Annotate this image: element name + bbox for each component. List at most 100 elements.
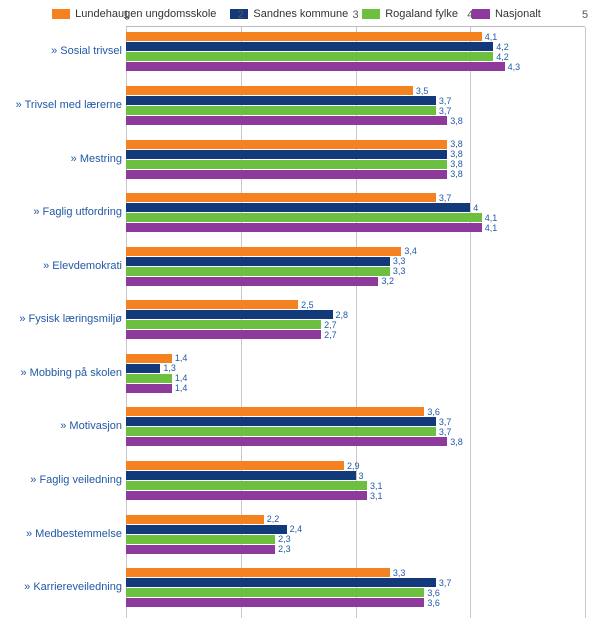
bar-row: 1,3 bbox=[126, 364, 585, 373]
legend-swatch bbox=[230, 9, 248, 19]
bar: 3,7 bbox=[126, 106, 436, 115]
bar: 4,1 bbox=[126, 223, 482, 232]
bar: 3,5 bbox=[126, 86, 413, 95]
bar: 2,7 bbox=[126, 330, 321, 339]
category-label[interactable]: Mestring bbox=[71, 153, 122, 165]
category-label[interactable]: Motivasjon bbox=[60, 420, 122, 432]
bar: 3,7 bbox=[126, 193, 436, 202]
bar: 2,9 bbox=[126, 461, 344, 470]
bar-value-label: 4,3 bbox=[508, 62, 521, 72]
bar-row: 3,8 bbox=[126, 150, 585, 159]
bar-value-label: 2,7 bbox=[324, 330, 337, 340]
bar: 4,1 bbox=[126, 213, 482, 222]
bar-value-label: 4,1 bbox=[485, 32, 498, 42]
bar-row: 4,2 bbox=[126, 42, 585, 51]
bar-row: 3,5 bbox=[126, 86, 585, 95]
bar-value-label: 3,8 bbox=[450, 159, 463, 169]
bar: 2,3 bbox=[126, 545, 275, 554]
bar-row: 3,1 bbox=[126, 491, 585, 500]
bar-value-label: 2,7 bbox=[324, 320, 337, 330]
bar-row: 4,2 bbox=[126, 52, 585, 61]
bar-value-label: 3,3 bbox=[393, 568, 406, 578]
category-label[interactable]: Faglig utfordring bbox=[33, 206, 122, 218]
bar-row: 2,7 bbox=[126, 320, 585, 329]
category-label[interactable]: Fysisk læringsmiljø bbox=[19, 313, 122, 325]
bar: 3,3 bbox=[126, 257, 390, 266]
bar-value-label: 3,6 bbox=[427, 407, 440, 417]
bar: 3,8 bbox=[126, 160, 447, 169]
category-label[interactable]: Mobbing på skolen bbox=[20, 367, 122, 379]
bar-row: 3,7 bbox=[126, 427, 585, 436]
bar-row: 3,7 bbox=[126, 193, 585, 202]
bar-row: 3,7 bbox=[126, 417, 585, 426]
bar-row: 3 bbox=[126, 471, 585, 480]
bar: 4,1 bbox=[126, 32, 482, 41]
bar-row: 3,6 bbox=[126, 588, 585, 597]
bar-group: 2,52,82,72,7 bbox=[126, 300, 585, 340]
bar: 1,4 bbox=[126, 374, 172, 383]
bar: 3,7 bbox=[126, 96, 436, 105]
bar: 3,1 bbox=[126, 481, 367, 490]
bar-row: 3,7 bbox=[126, 96, 585, 105]
bar-value-label: 3,7 bbox=[439, 578, 452, 588]
bar: 3,7 bbox=[126, 417, 436, 426]
legend-label: Lundehaugen ungdomsskole bbox=[75, 8, 216, 20]
bar-row: 1,4 bbox=[126, 374, 585, 383]
bar: 3,8 bbox=[126, 116, 447, 125]
bar-value-label: 3,4 bbox=[404, 246, 417, 256]
bar-group: 4,14,24,24,3 bbox=[126, 32, 585, 72]
bar-row: 2,8 bbox=[126, 310, 585, 319]
bar-value-label: 3,7 bbox=[439, 427, 452, 437]
bar-value-label: 3,8 bbox=[450, 139, 463, 149]
bar-value-label: 3,2 bbox=[381, 276, 394, 286]
category-label[interactable]: Faglig veiledning bbox=[30, 474, 122, 486]
bars-area: 12345 4,14,24,24,33,53,73,73,83,83,83,83… bbox=[126, 26, 585, 618]
category-label[interactable]: Karriereveiledning bbox=[24, 581, 122, 593]
bar-group: 3,43,33,33,2 bbox=[126, 247, 585, 287]
bar-row: 3,8 bbox=[126, 170, 585, 179]
bar: 4,2 bbox=[126, 52, 493, 61]
bar-group: 3,53,73,73,8 bbox=[126, 86, 585, 126]
bar-value-label: 3,8 bbox=[450, 169, 463, 179]
bar: 3,3 bbox=[126, 568, 390, 577]
bar-value-label: 2,3 bbox=[278, 544, 291, 554]
legend-label: Rogaland fylke bbox=[385, 8, 458, 20]
bar-row: 3,3 bbox=[126, 568, 585, 577]
bar: 3,1 bbox=[126, 491, 367, 500]
category-label[interactable]: Sosial trivsel bbox=[51, 45, 122, 57]
bar-row: 3,2 bbox=[126, 277, 585, 286]
bar: 3,4 bbox=[126, 247, 401, 256]
bar-value-label: 1,4 bbox=[175, 353, 188, 363]
bar-row: 2,9 bbox=[126, 461, 585, 470]
bar-value-label: 3,5 bbox=[416, 86, 429, 96]
bar-row: 3,8 bbox=[126, 437, 585, 446]
category-label[interactable]: Medbestemmelse bbox=[26, 528, 122, 540]
bar-value-label: 2,8 bbox=[336, 310, 349, 320]
bar-row: 4 bbox=[126, 203, 585, 212]
bar: 3,7 bbox=[126, 578, 436, 587]
bar-group: 1,41,31,41,4 bbox=[126, 354, 585, 394]
bar-row: 3,6 bbox=[126, 598, 585, 607]
bar: 2,3 bbox=[126, 535, 275, 544]
bar-value-label: 3,7 bbox=[439, 96, 452, 106]
bar-row: 4,1 bbox=[126, 223, 585, 232]
bar: 3,2 bbox=[126, 277, 378, 286]
bar-row: 3,3 bbox=[126, 267, 585, 276]
bar-value-label: 3,1 bbox=[370, 481, 383, 491]
bar: 3,6 bbox=[126, 588, 424, 597]
category-label[interactable]: Trivsel med lærerne bbox=[16, 99, 122, 111]
bar-row: 2,5 bbox=[126, 300, 585, 309]
bar: 3,3 bbox=[126, 267, 390, 276]
legend-item: Rogaland fylke bbox=[362, 8, 458, 20]
bar-row: 2,3 bbox=[126, 545, 585, 554]
bar-value-label: 3,3 bbox=[393, 256, 406, 266]
legend-item: Sandnes kommune bbox=[230, 8, 348, 20]
bar-row: 3,8 bbox=[126, 116, 585, 125]
bar-row: 4,1 bbox=[126, 32, 585, 41]
bar-row: 1,4 bbox=[126, 384, 585, 393]
category-label[interactable]: Elevdemokrati bbox=[43, 260, 122, 272]
bar-group: 3,63,73,73,8 bbox=[126, 407, 585, 447]
bar: 1,4 bbox=[126, 354, 172, 363]
bar: 1,3 bbox=[126, 364, 160, 373]
gridline: 5 bbox=[585, 27, 586, 618]
